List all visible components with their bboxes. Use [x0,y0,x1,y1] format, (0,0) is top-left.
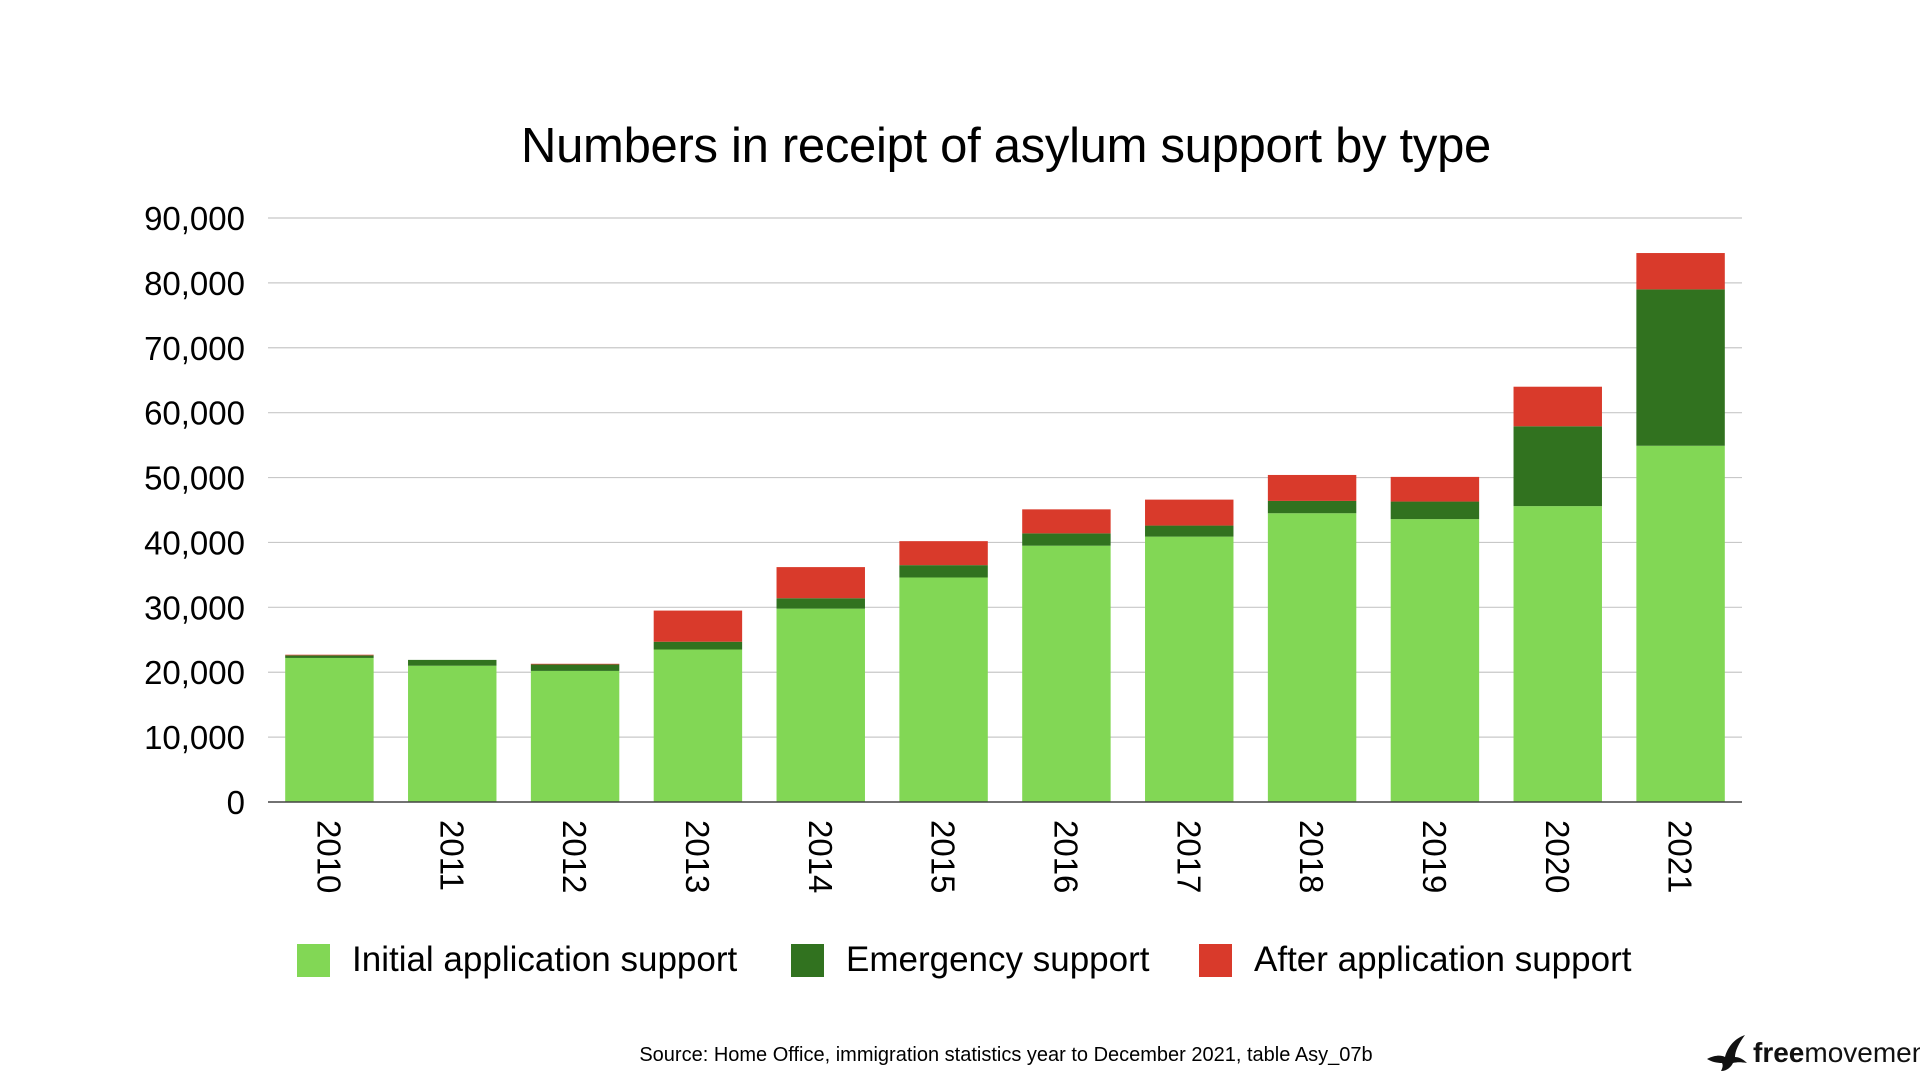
legend-label-after-application: After application support [1254,940,1632,979]
legend-swatch-emergency [791,943,824,977]
x-tick-label: 2012 [556,820,593,893]
bird-icon [1707,1035,1747,1071]
x-tick-label: 2010 [310,820,347,893]
bar-segment-1 [899,577,988,802]
bar-segment-1 [1513,506,1602,802]
y-tick-label: 20,000 [144,654,245,691]
x-axis-tick-labels: 2010 2011 2012 2013 2014 2015 2016 2017 2018 2019… [310,820,1698,893]
bar-segment-1 [1636,445,1725,802]
bar-segment-2 [1267,500,1357,514]
y-tick-label: 30,000 [144,589,245,626]
bar-segment-1 [1390,519,1480,802]
y-tick-label: 0 [227,784,245,821]
x-tick-label: 2021 [1662,820,1699,893]
bar-segment-2 [653,641,743,650]
bar-segment-1 [285,657,374,802]
bar-segment-3 [1267,474,1357,501]
y-axis-tick-labels: 0 10,000 20,000 30,000 40,000 50,000 60,000 70,… [144,200,245,821]
brand-name-bold: free [1753,1037,1805,1068]
bar-segment-3 [1390,476,1480,502]
bar-segment-2 [1636,289,1725,446]
bar-segment-1 [776,608,865,802]
y-tick-label: 80,000 [144,265,245,302]
x-tick-label: 2018 [1293,820,1330,893]
bar-segment-3 [1145,499,1234,526]
legend-label-emergency: Emergency support [846,940,1150,979]
legend-label-initial-application: Initial application support [352,940,738,979]
x-tick-label: 2016 [1047,820,1084,893]
x-tick-label: 2019 [1416,820,1453,893]
x-tick-label: 2020 [1539,820,1576,893]
bar-segment-3 [653,610,743,642]
bars [285,253,1725,802]
x-tick-label: 2013 [679,820,716,893]
legend-swatch-after-application [1199,943,1232,977]
brand-name-regular: movement [1804,1037,1920,1068]
bar-segment-2 [1513,426,1602,507]
bar-segment-2 [408,659,497,666]
bar-segment-1 [1022,545,1111,802]
x-tick-label: 2014 [802,820,839,893]
x-tick-label: 2017 [1170,820,1207,893]
y-tick-label: 50,000 [144,460,245,497]
bar-segment-3 [1513,386,1602,427]
y-tick-label: 10,000 [144,719,245,756]
brand-logo[interactable]: freemovement [1705,1033,1920,1073]
bar-segment-3 [530,663,620,665]
source-note: Source: Home Office, immigration statist… [639,1044,1373,1066]
x-tick-label: 2015 [925,820,962,893]
legend-item-after-application[interactable]: After application support [1199,935,1631,985]
legend-swatch-initial-application [297,943,330,977]
y-tick-label: 60,000 [144,395,245,432]
y-tick-label: 90,000 [144,200,245,237]
bar-segment-2 [1145,525,1234,537]
bar-segment-1 [408,665,497,802]
legend-item-initial-application[interactable]: Initial application support [297,935,737,985]
bar-segment-2 [1390,501,1480,520]
bar-segment-1 [653,649,743,802]
chart-title: Numbers in receipt of asylum support by … [521,119,1491,173]
bar-segment-1 [530,670,620,802]
bar-segment-1 [1267,513,1357,802]
gridlines [268,217,1742,738]
bar-segment-1 [1145,536,1234,802]
bar-segment-2 [1022,533,1111,546]
legend-item-emergency[interactable]: Emergency support [791,935,1149,985]
bar-segment-3 [1636,253,1725,290]
y-tick-label: 70,000 [144,330,245,367]
bar-segment-2 [285,655,374,658]
bar-segment-3 [1022,509,1111,534]
bar-segment-3 [776,567,865,599]
x-tick-label: 2011 [433,820,470,891]
bar-segment-3 [285,654,374,656]
bar-segment-2 [899,565,988,578]
legend: Initial application support Emergency su… [0,935,1920,985]
y-tick-label: 40,000 [144,524,245,561]
bar-segment-3 [899,541,988,566]
bar-segment-2 [776,598,865,609]
bar-segment-2 [530,664,620,671]
